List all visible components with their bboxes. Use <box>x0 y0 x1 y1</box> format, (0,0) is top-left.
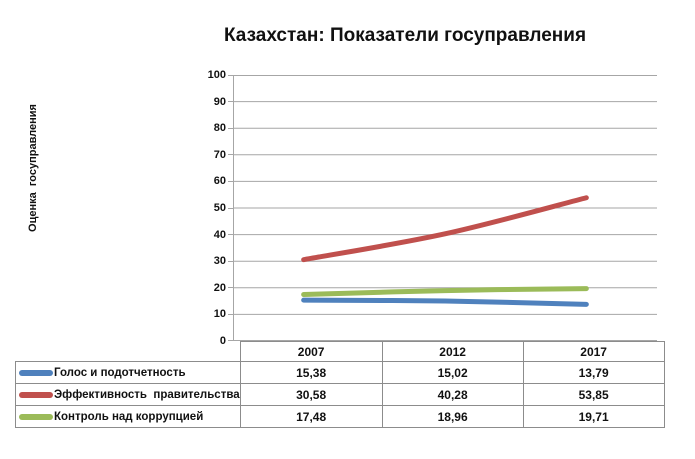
year-header-row: 2007 2012 2017 <box>15 341 665 362</box>
y-tick-mark <box>228 180 233 182</box>
y-tick-label: 50 <box>213 202 226 214</box>
series-name: Голос и подотчетность <box>54 366 186 379</box>
y-axis-title: Оценка госуправления <box>27 104 39 232</box>
series-row: Голос и подотчетность 15,38 15,02 13,79 <box>15 361 665 384</box>
series-line-marker-icon <box>19 413 53 420</box>
y-tick-label: 0 <box>219 335 226 347</box>
value-cell: 53,85 <box>522 383 665 406</box>
y-tick-label: 40 <box>213 228 226 241</box>
value-cell: 17,48 <box>239 405 383 428</box>
y-tick-mark <box>228 154 233 156</box>
legend-entry: Голос и подотчетность <box>16 366 239 379</box>
value-cell: 18,96 <box>381 405 524 428</box>
legend-cell: Эффективность правительства <box>15 383 241 406</box>
series-name: Контроль над коррупцией <box>54 410 204 423</box>
value-cell: 13,79 <box>522 361 665 384</box>
series-name: Эффективность правительства <box>54 388 240 401</box>
data-table-wrap: 2007 2012 2017 Голос и подотчетность 15,38 15… <box>15 341 665 428</box>
series-row: Контроль над коррупцией 17,48 18,96 19,71 <box>15 405 665 428</box>
y-tick-label: 80 <box>213 122 226 135</box>
y-tick-label: 10 <box>213 308 226 321</box>
y-tick-label: 100 <box>207 69 226 81</box>
chart-title: Казахстан: Показатели госуправления <box>223 25 587 46</box>
y-tick-label: 90 <box>213 95 226 108</box>
y-tick-mark <box>228 207 233 209</box>
series-line-marker-icon <box>19 391 53 398</box>
y-tick-mark <box>228 75 233 76</box>
y-tick-mark <box>228 340 233 341</box>
y-tick-mark <box>228 260 233 262</box>
value-cell: 15,02 <box>381 361 524 384</box>
series-row: Эффективность правительства 30,58 40,28 53,… <box>15 383 665 406</box>
data-table: 2007 2012 2017 Голос и подотчетность 15,38 15… <box>15 341 665 428</box>
y-tick-label: 30 <box>213 255 226 268</box>
series-line <box>301 297 589 307</box>
y-tick-mark <box>228 313 233 315</box>
y-tick-label: 70 <box>213 148 226 161</box>
plot-area <box>233 75 657 341</box>
value-cell: 15,38 <box>239 361 383 384</box>
y-tick-mark <box>228 127 233 129</box>
legend-cell: Голос и подотчетность <box>15 361 241 384</box>
y-tick-label: 60 <box>213 175 226 188</box>
value-cell: 30,58 <box>239 383 383 406</box>
series-line <box>301 286 589 298</box>
year-header-cell: 2007 <box>239 341 383 362</box>
series-line <box>301 195 589 263</box>
value-cell: 40,28 <box>381 383 524 406</box>
year-header-cell: 2017 <box>522 341 665 362</box>
y-tick-mark <box>228 101 233 103</box>
y-tick-mark <box>228 234 233 236</box>
value-cell: 19,71 <box>522 405 665 428</box>
legend-entry: Эффективность правительства <box>16 388 240 401</box>
series-line-marker-icon <box>19 369 53 376</box>
legend-cell: Контроль над коррупцией <box>15 405 241 428</box>
legend-entry: Контроль над коррупцией <box>16 410 239 423</box>
year-header-cell: 2012 <box>381 341 524 362</box>
table-blank-corner <box>15 341 241 362</box>
y-tick-mark <box>228 287 233 289</box>
y-tick-label: 20 <box>213 281 226 294</box>
